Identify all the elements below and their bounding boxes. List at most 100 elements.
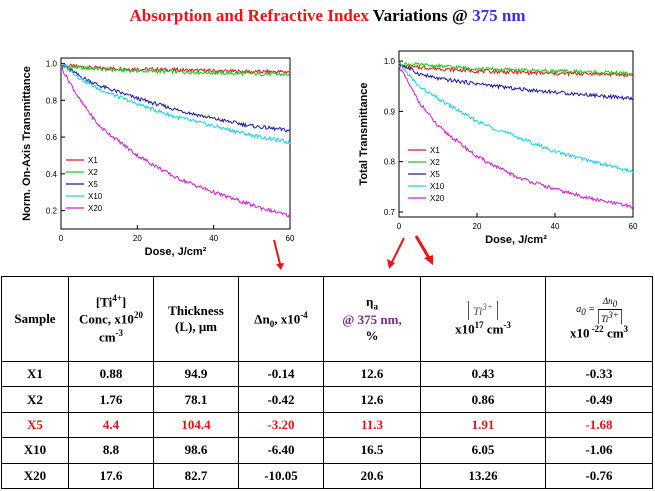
cell-ti3: 6.05	[420, 437, 546, 464]
plot-frame	[398, 50, 634, 218]
cell-sample: X5	[1, 411, 69, 439]
y-axis-label: Norm. On-Axis Transmittance	[21, 66, 33, 221]
page-title: Absorption and Refractive Index Variatio…	[0, 6, 655, 26]
cell-dn: -0.42	[238, 386, 324, 413]
title-part-black: Variations @	[372, 6, 473, 25]
series-line-x10	[398, 62, 634, 173]
x-tick-label: 0	[397, 222, 402, 231]
series-line-x5	[398, 61, 634, 101]
legend-label-x5: X5	[430, 170, 440, 179]
cell-thickness: 78.1	[153, 386, 239, 413]
cell-conc: 0.88	[68, 360, 154, 388]
y-tick-label: 0.8	[384, 158, 396, 167]
y-tick-label: 0.7	[384, 208, 396, 217]
cell-a0: -1.68	[545, 411, 653, 439]
header-concentration: [Ti4+] Conc, x1020 cm-3	[68, 276, 154, 362]
y-tick-label: 0.9	[384, 107, 396, 116]
cell-thickness: 104.4	[153, 411, 239, 439]
cell-sample: X1	[1, 360, 69, 388]
legend-label-x10: X10	[88, 192, 103, 201]
cell-dn: -10.05	[238, 462, 324, 490]
legend-label-x1: X1	[430, 146, 440, 155]
arrow-1-head	[276, 263, 284, 270]
y-tick-label: 0.6	[46, 133, 58, 142]
x-tick-label: 40	[209, 234, 218, 243]
arrow-2	[391, 237, 405, 263]
cell-conc: 4.4	[68, 411, 154, 439]
header-thickness: Thickness (L), μm	[153, 276, 239, 362]
sample-properties-table: Sample [Ti4+] Conc, x1020 cm-3 Thickness…	[1, 276, 653, 490]
arrow-1	[273, 239, 281, 265]
cell-a0: -0.76	[545, 462, 653, 490]
cell-thickness: 94.9	[153, 360, 239, 388]
table-row-highlighted: X5 4.4 104.4 -3.20 11.3 1.91 -1.68	[1, 411, 653, 439]
cell-ti3: 0.43	[420, 360, 546, 388]
x-tick-label: 20	[473, 222, 482, 231]
header-delta-n: Δn0, x10-4	[238, 276, 324, 362]
cell-sample: X2	[1, 386, 69, 413]
legend-label-x2: X2	[430, 158, 440, 167]
series-line-x2	[398, 60, 634, 77]
cell-eta: 16.5	[323, 437, 421, 464]
x-tick-label: 60	[629, 222, 638, 231]
cell-conc: 8.8	[68, 437, 154, 464]
y-tick-label: 0.4	[46, 170, 58, 179]
cell-eta: 12.6	[323, 386, 421, 413]
cell-ti3: 1.91	[420, 411, 546, 439]
table-row: X1 0.88 94.9 -0.14 12.6 0.43 -0.33	[1, 360, 653, 388]
cell-a0: -0.49	[545, 386, 653, 413]
y-axis-label: Total Transmittance	[358, 82, 370, 185]
ti3-bracket: Ti3+	[468, 300, 498, 320]
series-line-x2	[60, 64, 291, 78]
on-axis-transmittance-chart: 0 20 40 60 0.2 0.4 0.6 0.8 1.0 Dose, J/cm² Norm. O…	[21, 57, 295, 258]
legend-label-x20: X20	[430, 194, 445, 203]
cell-eta: 11.3	[323, 411, 421, 439]
title-part-blue: 375 nm	[472, 6, 526, 25]
legend-label-x20: X20	[88, 204, 103, 213]
arrow-3-head	[424, 255, 433, 265]
legend-label-x1: X1	[88, 156, 98, 165]
arrow-3	[414, 235, 431, 259]
header-sample: Sample	[1, 276, 69, 362]
table-row: X20 17.6 82.7 -10.05 20.6 13.26 -0.76	[1, 462, 653, 490]
x-tick-label: 60	[286, 234, 295, 243]
table-header-row: Sample [Ti4+] Conc, x1020 cm-3 Thickness…	[1, 276, 653, 362]
legend-label-x5: X5	[88, 180, 98, 189]
x-tick-label: 0	[59, 234, 64, 243]
cell-ti3: 13.26	[420, 462, 546, 490]
series-line-x20	[60, 66, 291, 218]
header-eta: ηa @ 375 nm, %	[323, 276, 421, 362]
cell-eta: 12.6	[323, 360, 421, 388]
y-tick-label: 0.2	[46, 207, 58, 216]
table-row: X10 8.8 98.6 -6.40 16.5 6.05 -1.06	[1, 437, 653, 464]
title-part-red: Absorption and Refractive Index	[129, 6, 373, 25]
cell-a0: -0.33	[545, 360, 653, 388]
cell-dn: -6.40	[238, 437, 324, 464]
chart-1-axes: 0 20 40 60 0.7 0.8 0.9 1.0 Dose, J/cm² Total Tran…	[358, 50, 638, 246]
cell-conc: 17.6	[68, 462, 154, 490]
y-tick-label: 0.8	[46, 96, 58, 105]
cell-eta: 20.6	[323, 462, 421, 490]
cell-thickness: 98.6	[153, 437, 239, 464]
arrow-2-head	[387, 259, 395, 269]
y-tick-label: 1.0	[384, 57, 396, 66]
cell-dn: -0.14	[238, 360, 324, 388]
cell-dn: -3.20	[238, 411, 324, 439]
cell-sample: X10	[1, 437, 69, 464]
total-transmittance-chart: 0 20 40 60 0.7 0.8 0.9 1.0 Dose, J/cm² Total Tran…	[358, 50, 638, 246]
header-a0: a0 = Δn0 Ti3+ x10 -22 cm3	[545, 276, 653, 362]
series-line-x10	[60, 63, 291, 145]
x-tick-label: 40	[551, 222, 560, 231]
annotation-arrows	[273, 235, 433, 270]
legend-label-x10: X10	[430, 182, 445, 191]
series-line-x5	[60, 63, 291, 133]
y-tick-label: 1.0	[46, 60, 58, 69]
x-tick-label: 20	[133, 234, 142, 243]
cell-conc: 1.76	[68, 386, 154, 413]
header-ti3-concentration: Ti3+ x1017 cm-3	[420, 276, 546, 362]
cell-ti3: 0.86	[420, 386, 546, 413]
x-axis-label: Dose, J/cm²	[485, 234, 547, 246]
cell-a0: -1.06	[545, 437, 653, 464]
series-line-x20	[398, 64, 634, 210]
x-axis-label: Dose, J/cm²	[145, 246, 207, 258]
